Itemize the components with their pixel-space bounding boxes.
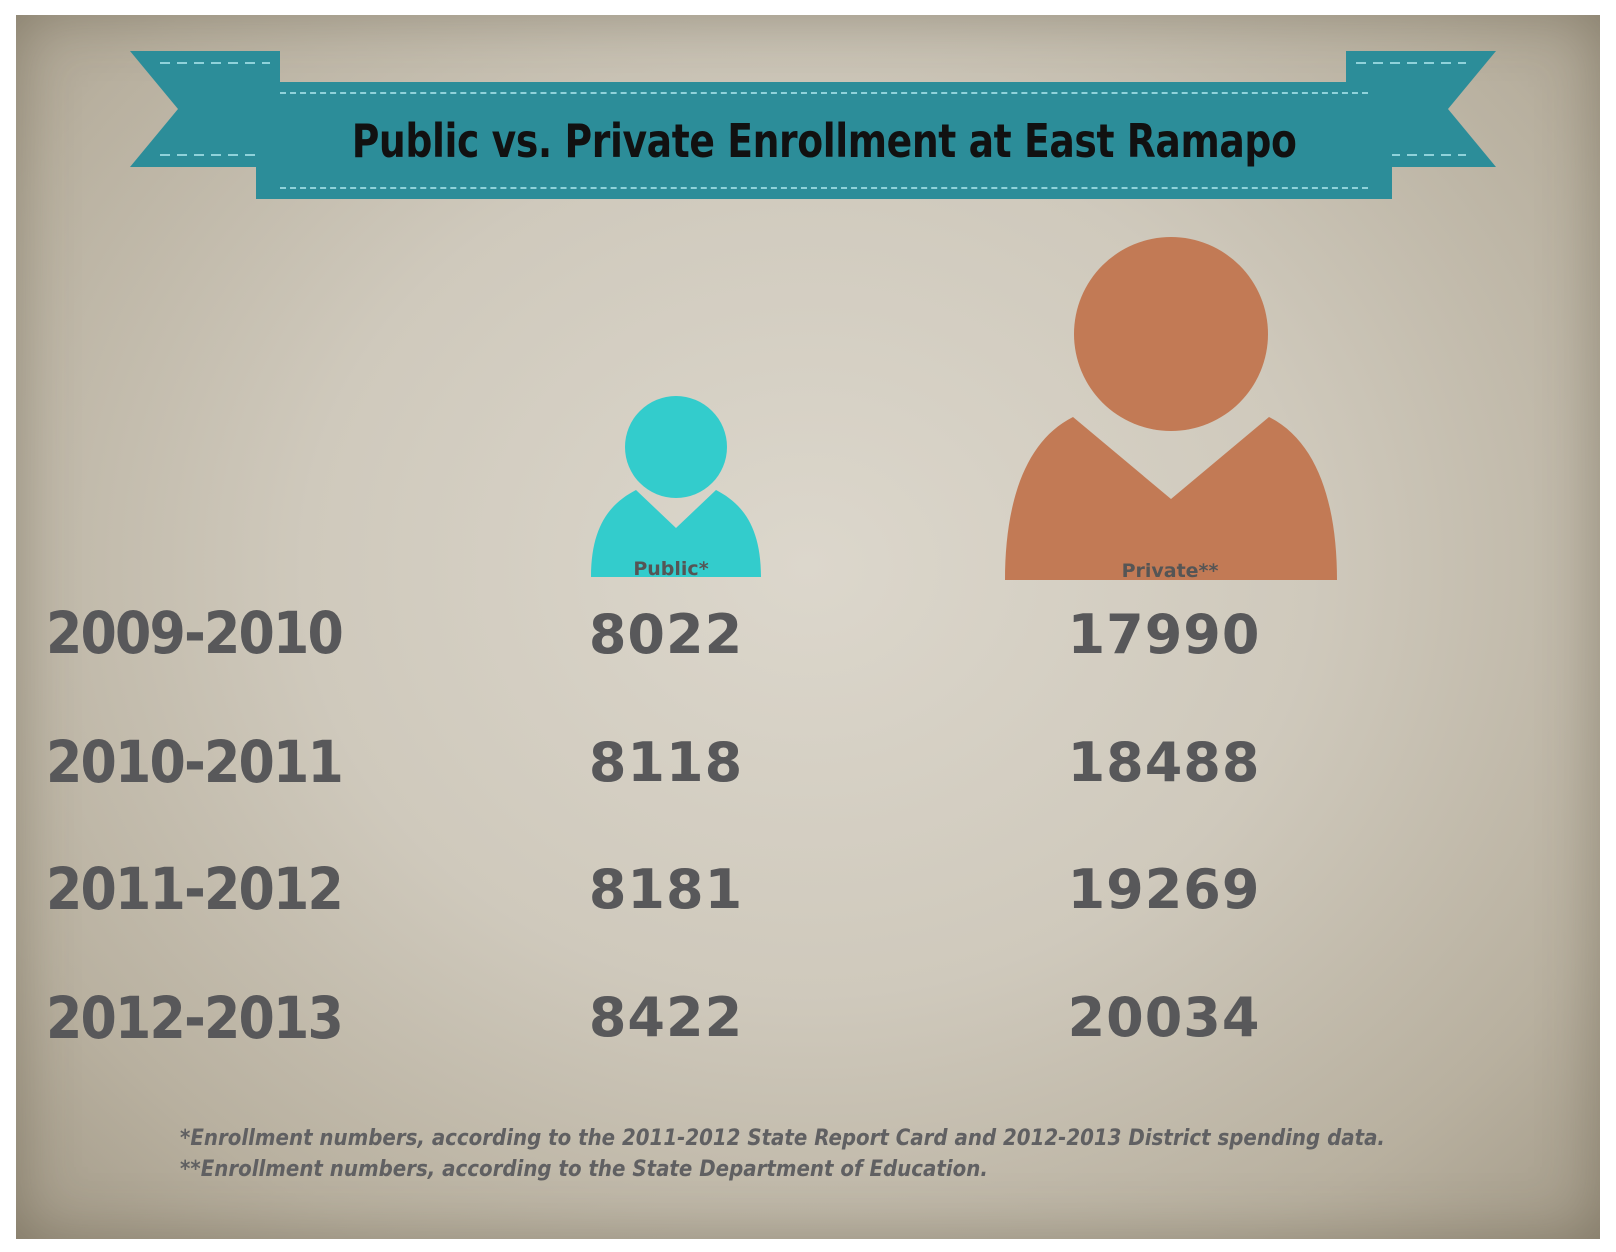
private-value: 17990 — [1067, 603, 1261, 666]
public-value: 8181 — [588, 858, 744, 921]
infographic-frame: Public vs. Private Enrollment at East Ra… — [16, 15, 1600, 1239]
footnote-private: **Enrollment numbers, according to the S… — [180, 1157, 988, 1182]
public-value: 8118 — [588, 731, 744, 794]
public-value: 8422 — [588, 986, 744, 1049]
year-label: 2009-2010 — [46, 599, 344, 667]
private-value: 18488 — [1067, 731, 1261, 794]
year-label: 2011-2012 — [46, 855, 344, 923]
footnote-public: *Enrollment numbers, according to the 20… — [180, 1126, 1385, 1151]
year-label: 2010-2011 — [46, 728, 344, 796]
page-title: Public vs. Private Enrollment at East Ra… — [351, 113, 1297, 168]
private-value: 19269 — [1067, 858, 1261, 921]
year-label: 2012-2013 — [46, 984, 344, 1052]
footnotes: *Enrollment numbers, according to the 20… — [180, 1123, 1385, 1185]
public-label: Public* — [633, 558, 709, 580]
private-value: 20034 — [1067, 986, 1261, 1049]
title-banner: Public vs. Private Enrollment at East Ra… — [256, 82, 1392, 199]
private-label: Private** — [1121, 560, 1219, 582]
public-person-icon — [591, 396, 761, 577]
public-value: 8022 — [588, 603, 744, 666]
ribbon-left-tail — [130, 51, 280, 167]
private-person-icon — [1005, 237, 1337, 580]
